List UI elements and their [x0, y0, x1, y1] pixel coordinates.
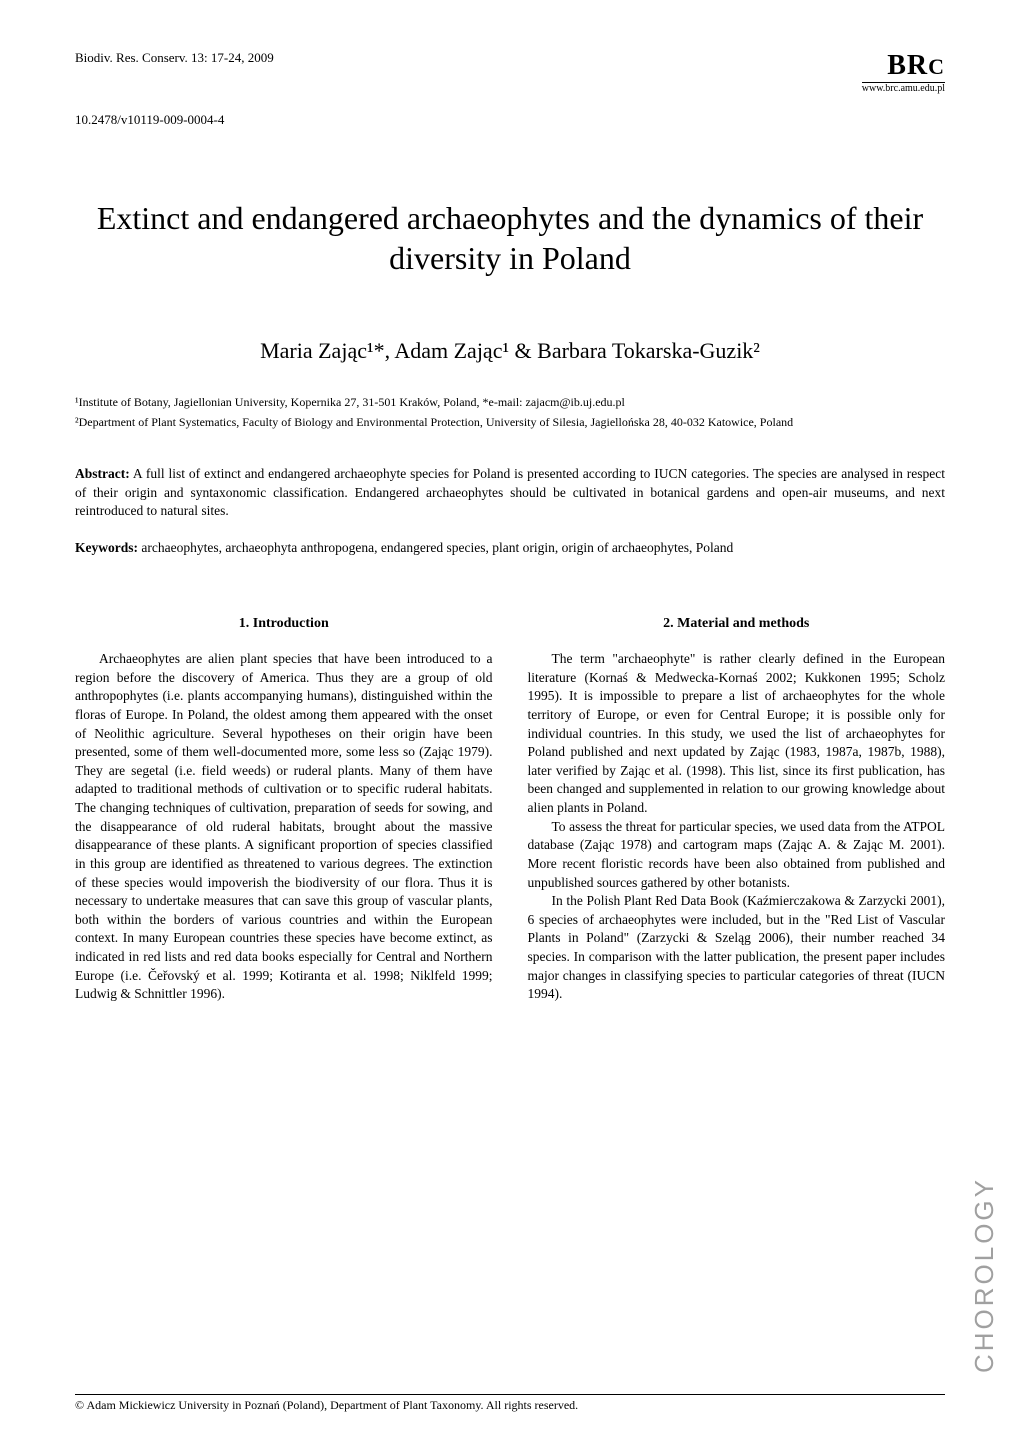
methods-paragraph-1: The term "archaeophyte" is rather clearl…: [528, 650, 946, 818]
doi: 10.2478/v10119-009-0004-4: [75, 112, 945, 128]
logo-url: www.brc.amu.edu.pl: [862, 82, 945, 94]
methods-paragraph-2: To assess the threat for particular spec…: [528, 818, 946, 893]
right-column: 2. Material and methods The term "archae…: [528, 616, 946, 1004]
keywords-label: Keywords:: [75, 540, 138, 555]
abstract: Abstract: A full list of extinct and end…: [75, 465, 945, 520]
affiliations: ¹Institute of Botany, Jagiellonian Unive…: [75, 394, 945, 430]
keywords: Keywords: archaeophytes, archaeophyta an…: [75, 540, 945, 556]
body-columns: 1. Introduction Archaeophytes are alien …: [75, 616, 945, 1004]
affiliation-2: ²Department of Plant Systematics, Facult…: [75, 414, 945, 430]
keywords-text: archaeophytes, archaeophyta anthropogena…: [138, 540, 733, 555]
abstract-text: A full list of extinct and endangered ar…: [75, 466, 945, 517]
abstract-label: Abstract:: [75, 466, 130, 481]
journal-logo: BRC www.brc.amu.edu.pl: [862, 50, 945, 94]
logo-c: C: [928, 54, 945, 79]
paper-title: Extinct and endangered archaeophytes and…: [75, 198, 945, 278]
methods-paragraph-3: In the Polish Plant Red Data Book (Kaźmi…: [528, 892, 946, 1004]
authors: Maria Zając¹*, Adam Zając¹ & Barbara Tok…: [75, 338, 945, 364]
affiliation-1: ¹Institute of Botany, Jagiellonian Unive…: [75, 394, 945, 410]
left-column: 1. Introduction Archaeophytes are alien …: [75, 616, 493, 1004]
page-header: Biodiv. Res. Conserv. 13: 17-24, 2009 BR…: [75, 50, 945, 94]
citation: Biodiv. Res. Conserv. 13: 17-24, 2009: [75, 50, 274, 66]
footer-divider: [75, 1394, 945, 1395]
section-heading-intro: 1. Introduction: [75, 616, 493, 632]
section-category-label: CHOROLOGY: [969, 1177, 1000, 1373]
logo-main: BR: [887, 50, 928, 81]
section-heading-methods: 2. Material and methods: [528, 616, 946, 632]
intro-paragraph: Archaeophytes are alien plant species th…: [75, 650, 493, 1004]
copyright-footer: © Adam Mickiewicz University in Poznań (…: [75, 1398, 578, 1413]
